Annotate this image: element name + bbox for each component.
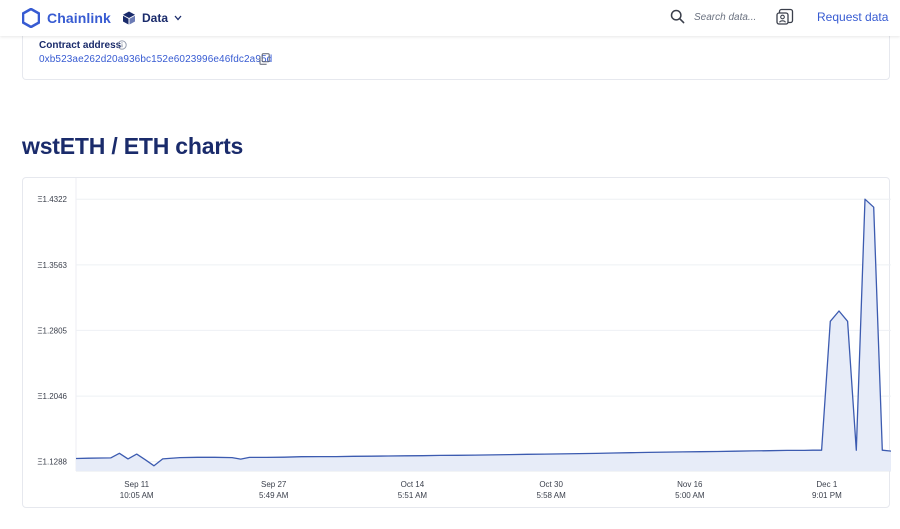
price-chart[interactable]: Ξ1.4322 Ξ1.3563 Ξ1.2805 Ξ1.2046 Ξ1.1288 Sep 1…	[23, 178, 891, 509]
data-icon	[123, 11, 135, 25]
series-line[interactable]	[75, 198, 891, 467]
info-icon[interactable]	[117, 40, 127, 50]
brand-logo-link[interactable]: Chainlink	[22, 7, 111, 29]
price-chart-card: Ξ1.4322 Ξ1.3563 Ξ1.2805 Ξ1.2046 Ξ1.1288 Sep 1…	[22, 177, 891, 509]
y-tick-label: Ξ1.1288	[37, 458, 67, 467]
series-area	[76, 199, 891, 471]
x-tick-time: 10:05 AM	[120, 491, 154, 500]
x-tick-date: Sep 27	[261, 480, 287, 489]
y-tick-label: Ξ1.2046	[37, 392, 67, 401]
search-input[interactable]	[694, 8, 764, 26]
copy-icon[interactable]	[259, 53, 270, 65]
x-tick-time: 5:58 AM	[536, 491, 566, 500]
request-data-link[interactable]: Request data	[817, 10, 889, 24]
contract-card: Contract address 0xb523ae262d20a936bc152…	[22, 28, 890, 80]
x-tick-time: 5:00 AM	[675, 491, 705, 500]
brand-name: Chainlink	[47, 10, 111, 26]
top-nav-bar: Chainlink Data Request data	[0, 0, 900, 36]
x-tick-date: Oct 14	[401, 480, 425, 489]
chainlink-hexagon-icon	[22, 8, 40, 28]
contract-address-label: Contract address	[39, 40, 122, 51]
data-menu-button[interactable]: Data	[122, 9, 182, 27]
x-tick-time: 5:49 AM	[259, 491, 289, 500]
x-tick-date: Dec 1	[816, 480, 837, 489]
data-menu-label: Data	[142, 11, 169, 25]
node-operator-icon[interactable]	[776, 8, 794, 26]
y-tick-label: Ξ1.4322	[37, 195, 67, 204]
x-tick-date: Oct 30	[539, 480, 563, 489]
chart-section-title: wstETH / ETH charts	[22, 133, 244, 159]
y-tick-label: Ξ1.2805	[37, 326, 67, 335]
chevron-down-icon	[174, 15, 182, 21]
search-icon[interactable]	[670, 9, 685, 24]
x-tick-date: Sep 11	[124, 480, 149, 489]
x-tick-time: 5:51 AM	[398, 491, 428, 500]
x-tick-date: Nov 16	[677, 480, 703, 489]
x-tick-time: 9:01 PM	[812, 491, 842, 500]
y-tick-label: Ξ1.3563	[37, 261, 67, 270]
contract-address-value[interactable]: 0xb523ae262d20a936bc152e6023996e46fdc2a9…	[39, 54, 273, 65]
